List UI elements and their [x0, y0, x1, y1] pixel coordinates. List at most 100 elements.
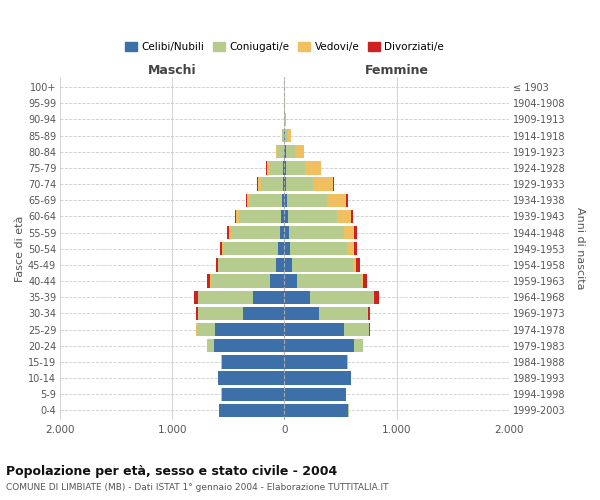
Bar: [361, 274, 363, 287]
Bar: [257, 178, 261, 190]
Y-axis label: Fasce di età: Fasce di età: [15, 216, 25, 282]
Bar: [284, 210, 289, 223]
Bar: [215, 258, 218, 272]
Bar: [222, 388, 284, 401]
Bar: [353, 258, 356, 272]
Bar: [347, 242, 354, 256]
Bar: [236, 210, 239, 223]
Bar: [284, 339, 354, 352]
Bar: [297, 274, 361, 287]
Bar: [278, 242, 284, 256]
Bar: [363, 274, 367, 287]
Bar: [284, 242, 290, 256]
Bar: [261, 178, 283, 190]
Text: Maschi: Maschi: [148, 64, 197, 78]
Bar: [295, 145, 304, 158]
Bar: [223, 242, 278, 256]
Text: COMUNE DI LIMBIATE (MB) - Dati ISTAT 1° gennaio 2004 - Elaborazione TUTTITALIA.I: COMUNE DI LIMBIATE (MB) - Dati ISTAT 1° …: [6, 482, 389, 492]
Bar: [286, 145, 295, 158]
Bar: [282, 194, 284, 207]
Text: Femmine: Femmine: [365, 64, 428, 78]
Bar: [319, 307, 367, 320]
Bar: [220, 242, 222, 256]
Bar: [284, 162, 286, 174]
Bar: [333, 178, 334, 190]
Bar: [284, 356, 347, 368]
Bar: [284, 404, 349, 417]
Bar: [218, 258, 275, 272]
Bar: [284, 194, 287, 207]
Bar: [368, 307, 370, 320]
Y-axis label: Anni di nascita: Anni di nascita: [575, 208, 585, 290]
Bar: [220, 404, 284, 417]
Bar: [246, 194, 247, 207]
Bar: [229, 226, 230, 239]
Bar: [347, 356, 349, 368]
Bar: [283, 162, 284, 174]
Bar: [284, 226, 289, 239]
Bar: [197, 323, 215, 336]
Bar: [286, 162, 305, 174]
Bar: [221, 356, 222, 368]
Bar: [284, 323, 344, 336]
Bar: [275, 258, 284, 272]
Bar: [373, 290, 374, 304]
Bar: [344, 226, 354, 239]
Bar: [289, 210, 337, 223]
Bar: [284, 372, 350, 384]
Bar: [239, 210, 281, 223]
Bar: [235, 210, 236, 223]
Bar: [287, 194, 327, 207]
Bar: [354, 242, 357, 256]
Legend: Celibi/Nubili, Coniugati/e, Vedovi/e, Divorziati/e: Celibi/Nubili, Coniugati/e, Vedovi/e, Di…: [121, 38, 448, 56]
Bar: [354, 339, 363, 352]
Bar: [194, 290, 197, 304]
Bar: [222, 356, 284, 368]
Bar: [289, 226, 344, 239]
Bar: [356, 258, 359, 272]
Bar: [230, 226, 280, 239]
Bar: [313, 178, 333, 190]
Bar: [211, 274, 270, 287]
Bar: [222, 242, 223, 256]
Bar: [247, 194, 250, 207]
Bar: [198, 307, 243, 320]
Bar: [310, 290, 373, 304]
Bar: [277, 145, 284, 158]
Bar: [218, 372, 284, 384]
Bar: [253, 290, 284, 304]
Bar: [196, 307, 197, 320]
Bar: [284, 388, 346, 401]
Bar: [290, 242, 347, 256]
Bar: [269, 162, 283, 174]
Bar: [327, 194, 346, 207]
Bar: [288, 129, 291, 142]
Bar: [282, 129, 284, 142]
Bar: [198, 290, 253, 304]
Bar: [374, 290, 379, 304]
Bar: [284, 307, 319, 320]
Bar: [243, 307, 284, 320]
Bar: [284, 178, 286, 190]
Bar: [351, 210, 353, 223]
Bar: [214, 339, 284, 352]
Bar: [337, 210, 351, 223]
Bar: [284, 258, 292, 272]
Bar: [284, 290, 310, 304]
Bar: [285, 129, 288, 142]
Bar: [284, 145, 286, 158]
Bar: [284, 274, 297, 287]
Bar: [305, 162, 321, 174]
Bar: [280, 226, 284, 239]
Bar: [346, 194, 348, 207]
Bar: [292, 258, 353, 272]
Bar: [266, 162, 269, 174]
Bar: [227, 226, 229, 239]
Bar: [250, 194, 282, 207]
Bar: [206, 274, 210, 287]
Bar: [270, 274, 284, 287]
Text: Popolazione per età, sesso e stato civile - 2004: Popolazione per età, sesso e stato civil…: [6, 465, 337, 478]
Bar: [276, 145, 277, 158]
Bar: [344, 323, 368, 336]
Bar: [283, 178, 284, 190]
